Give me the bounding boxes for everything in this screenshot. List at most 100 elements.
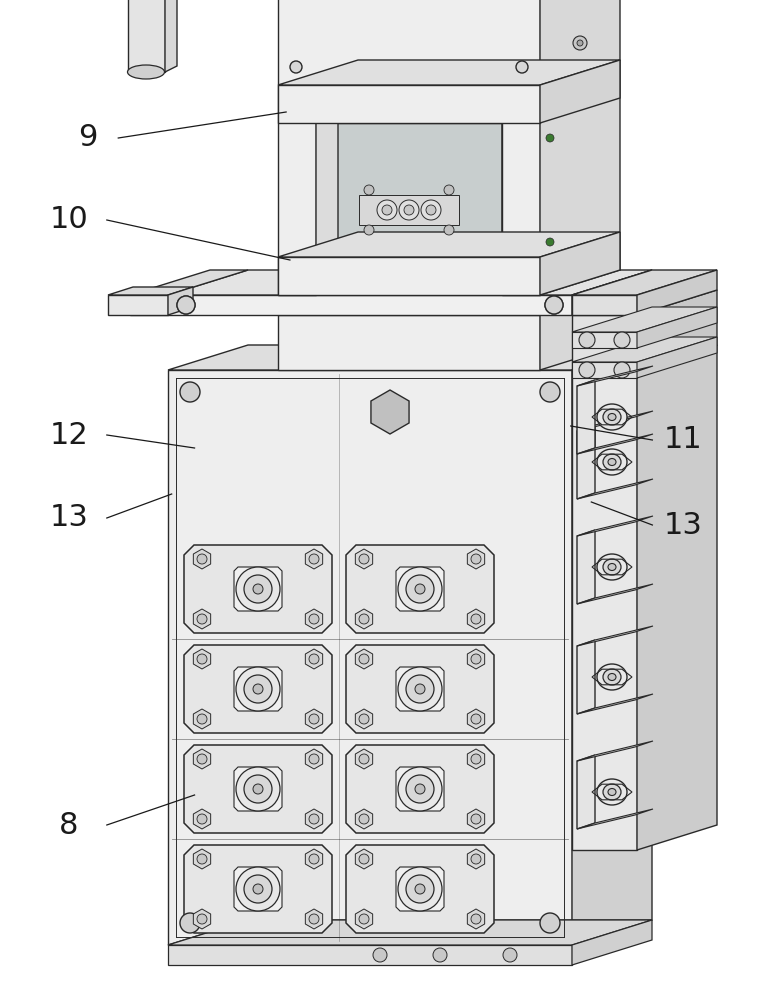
Polygon shape xyxy=(168,345,652,370)
Polygon shape xyxy=(637,270,717,315)
Circle shape xyxy=(197,854,207,864)
Polygon shape xyxy=(637,290,717,370)
Circle shape xyxy=(373,948,387,962)
Circle shape xyxy=(426,205,436,215)
Polygon shape xyxy=(577,425,595,499)
Circle shape xyxy=(309,814,319,824)
Polygon shape xyxy=(193,649,211,669)
Polygon shape xyxy=(572,332,637,348)
Circle shape xyxy=(415,784,425,794)
Circle shape xyxy=(471,854,481,864)
Polygon shape xyxy=(356,809,372,829)
Circle shape xyxy=(377,200,397,220)
Polygon shape xyxy=(572,270,652,315)
Circle shape xyxy=(359,914,369,924)
Circle shape xyxy=(364,225,374,235)
Circle shape xyxy=(406,775,434,803)
Polygon shape xyxy=(577,626,653,646)
Polygon shape xyxy=(577,694,653,714)
Polygon shape xyxy=(356,909,372,929)
Polygon shape xyxy=(540,60,620,295)
Text: 13: 13 xyxy=(664,510,702,540)
Polygon shape xyxy=(184,645,332,733)
Polygon shape xyxy=(168,920,652,945)
Circle shape xyxy=(309,854,319,864)
Polygon shape xyxy=(540,0,620,85)
Polygon shape xyxy=(577,380,595,454)
Polygon shape xyxy=(572,337,717,362)
Circle shape xyxy=(399,200,419,220)
Polygon shape xyxy=(356,649,372,669)
Circle shape xyxy=(309,714,319,724)
Polygon shape xyxy=(577,809,653,829)
Circle shape xyxy=(236,867,280,911)
Polygon shape xyxy=(278,85,316,295)
Polygon shape xyxy=(572,270,717,295)
Polygon shape xyxy=(346,645,494,733)
Polygon shape xyxy=(371,390,409,434)
Circle shape xyxy=(579,332,595,348)
Polygon shape xyxy=(278,315,540,370)
Polygon shape xyxy=(572,315,637,370)
Polygon shape xyxy=(234,567,282,611)
Circle shape xyxy=(359,614,369,624)
Circle shape xyxy=(471,814,481,824)
Circle shape xyxy=(290,61,302,73)
Circle shape xyxy=(471,714,481,724)
Polygon shape xyxy=(577,366,653,386)
Polygon shape xyxy=(468,809,485,829)
Polygon shape xyxy=(572,370,637,850)
Circle shape xyxy=(398,767,442,811)
Polygon shape xyxy=(356,609,372,629)
Polygon shape xyxy=(577,411,653,431)
Polygon shape xyxy=(193,549,211,569)
Polygon shape xyxy=(278,85,540,123)
Polygon shape xyxy=(572,920,652,965)
Circle shape xyxy=(382,205,392,215)
Polygon shape xyxy=(468,549,485,569)
Circle shape xyxy=(471,654,481,664)
Polygon shape xyxy=(396,567,444,611)
Polygon shape xyxy=(193,849,211,869)
Circle shape xyxy=(309,614,319,624)
Circle shape xyxy=(359,654,369,664)
Circle shape xyxy=(253,584,263,594)
Ellipse shape xyxy=(608,788,616,796)
Circle shape xyxy=(236,767,280,811)
Polygon shape xyxy=(316,78,338,295)
Ellipse shape xyxy=(603,559,621,575)
Polygon shape xyxy=(359,195,459,225)
Ellipse shape xyxy=(597,404,627,430)
Text: 9: 9 xyxy=(78,123,98,152)
Polygon shape xyxy=(193,809,211,829)
Circle shape xyxy=(253,684,263,694)
Polygon shape xyxy=(168,295,572,315)
Circle shape xyxy=(309,914,319,924)
Polygon shape xyxy=(572,307,717,332)
Ellipse shape xyxy=(127,65,165,79)
Polygon shape xyxy=(577,741,653,761)
Polygon shape xyxy=(234,867,282,911)
Circle shape xyxy=(244,875,272,903)
Ellipse shape xyxy=(603,454,621,470)
Ellipse shape xyxy=(597,554,627,580)
Polygon shape xyxy=(184,545,332,633)
Ellipse shape xyxy=(597,664,627,690)
Circle shape xyxy=(579,362,595,378)
Polygon shape xyxy=(346,745,494,833)
Ellipse shape xyxy=(597,449,627,475)
Polygon shape xyxy=(540,290,620,370)
Polygon shape xyxy=(396,867,444,911)
Circle shape xyxy=(253,784,263,794)
Polygon shape xyxy=(502,85,540,295)
Circle shape xyxy=(573,36,587,50)
Circle shape xyxy=(471,554,481,564)
Circle shape xyxy=(614,362,630,378)
Text: 10: 10 xyxy=(50,206,88,234)
Circle shape xyxy=(359,754,369,764)
Ellipse shape xyxy=(603,669,621,685)
Circle shape xyxy=(471,614,481,624)
Circle shape xyxy=(614,332,630,348)
Circle shape xyxy=(540,913,560,933)
Circle shape xyxy=(415,884,425,894)
